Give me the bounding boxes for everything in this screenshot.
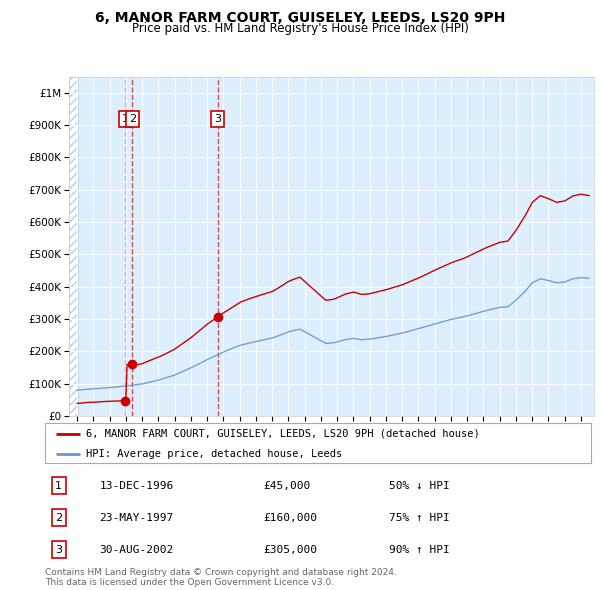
Text: 2: 2 bbox=[55, 513, 62, 523]
Text: 3: 3 bbox=[55, 545, 62, 555]
Text: Contains HM Land Registry data © Crown copyright and database right 2024.
This d: Contains HM Land Registry data © Crown c… bbox=[45, 568, 397, 587]
Text: 75% ↑ HPI: 75% ↑ HPI bbox=[389, 513, 450, 523]
Text: 3: 3 bbox=[214, 114, 221, 124]
Text: 6, MANOR FARM COURT, GUISELEY, LEEDS, LS20 9PH (detached house): 6, MANOR FARM COURT, GUISELEY, LEEDS, LS… bbox=[86, 429, 480, 439]
Text: 1: 1 bbox=[55, 481, 62, 490]
Text: 23-MAY-1997: 23-MAY-1997 bbox=[100, 513, 174, 523]
Text: 2: 2 bbox=[128, 114, 136, 124]
Text: Price paid vs. HM Land Registry's House Price Index (HPI): Price paid vs. HM Land Registry's House … bbox=[131, 22, 469, 35]
Text: 1: 1 bbox=[122, 114, 129, 124]
Text: HPI: Average price, detached house, Leeds: HPI: Average price, detached house, Leed… bbox=[86, 450, 342, 460]
Text: £305,000: £305,000 bbox=[263, 545, 317, 555]
Text: £45,000: £45,000 bbox=[263, 481, 311, 490]
Text: 90% ↑ HPI: 90% ↑ HPI bbox=[389, 545, 450, 555]
Text: 30-AUG-2002: 30-AUG-2002 bbox=[100, 545, 174, 555]
Text: 13-DEC-1996: 13-DEC-1996 bbox=[100, 481, 174, 490]
Text: 6, MANOR FARM COURT, GUISELEY, LEEDS, LS20 9PH: 6, MANOR FARM COURT, GUISELEY, LEEDS, LS… bbox=[95, 11, 505, 25]
Text: £160,000: £160,000 bbox=[263, 513, 317, 523]
Text: 50% ↓ HPI: 50% ↓ HPI bbox=[389, 481, 450, 490]
